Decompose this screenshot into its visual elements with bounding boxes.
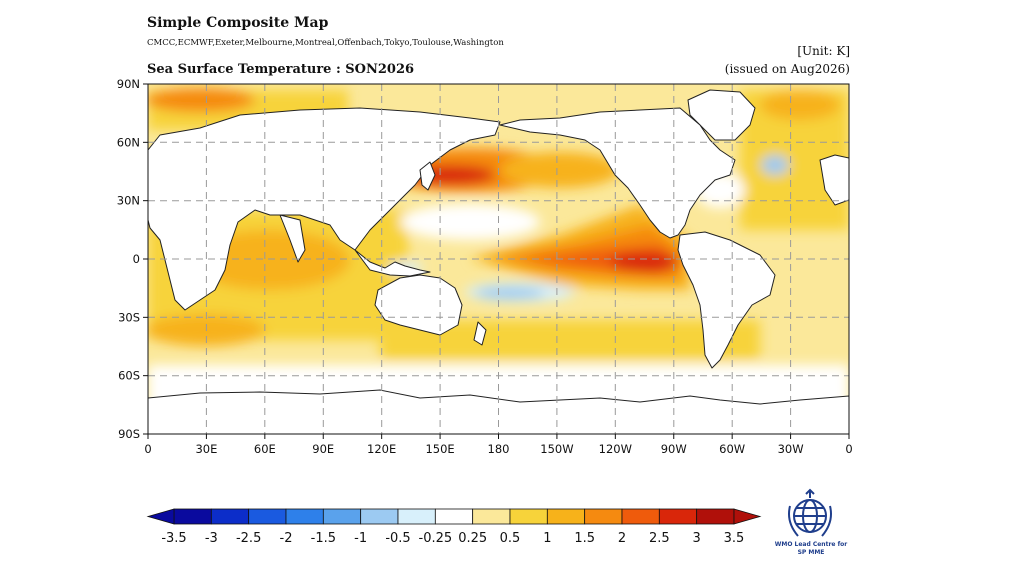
logo-caption-line2: SP MME	[797, 549, 825, 556]
colorbar-tick-label: 1	[543, 531, 551, 546]
map-title: Simple Composite Map	[147, 15, 329, 31]
colorbar-tick-label: -3.5	[161, 531, 186, 546]
colorbar-tick-label: -1.5	[311, 531, 336, 546]
colorbar-tick-label: 0.5	[500, 531, 521, 546]
colorbar-tick-label: 1.5	[574, 531, 595, 546]
lat-tick-label: 60N	[117, 135, 140, 149]
colorbar-swatch	[397, 508, 436, 525]
lon-tick-label: 60W	[719, 442, 745, 456]
colorbar-swatch	[696, 508, 735, 525]
colorbar-max-arrow	[733, 508, 762, 525]
contributing-centres: CMCC,ECMWF,Exeter,Melbourne,Montreal,Off…	[147, 38, 504, 48]
wmo-logo	[788, 488, 832, 537]
unit-label: [Unit: K]	[797, 44, 850, 58]
lat-tick-label: 90S	[118, 427, 140, 441]
lon-tick-label: 0	[144, 442, 151, 456]
longitude-axis: 0 30E 60E 90E 120E 150E 180 150W 120W 90W 60W 30W 0	[144, 434, 853, 456]
colorbar-swatch	[322, 508, 362, 525]
lat-tick-label: 60S	[118, 369, 140, 383]
lon-tick-label: 90E	[312, 442, 334, 456]
colorbar-min-arrow	[146, 508, 175, 525]
map-subtitle: Sea Surface Temperature : SON2026	[147, 62, 415, 77]
colorbar-swatch	[248, 508, 287, 525]
colorbar-swatch	[509, 508, 548, 525]
colorbar-tick-label: -3	[205, 531, 218, 546]
lon-tick-label: 30E	[195, 442, 217, 456]
colorbar-swatch	[658, 508, 698, 525]
latitude-axis: 90N 60N 30N 0 30S 60S 90S	[117, 77, 148, 441]
lon-tick-label: 180	[488, 442, 510, 456]
lon-tick-label: 60E	[254, 442, 276, 456]
lon-tick-label: 150W	[540, 442, 573, 456]
colorbar-swatch	[360, 508, 399, 525]
colorbar-swatches	[146, 508, 762, 525]
lon-tick-label: 120E	[367, 442, 396, 456]
colorbar-swatch	[285, 508, 324, 525]
colorbar-tick-label: 3	[693, 531, 701, 546]
anomaly-field	[148, 84, 849, 434]
lat-tick-label: 30S	[118, 310, 140, 324]
lon-tick-label: 30W	[778, 442, 804, 456]
logo-caption-line1: WMO Lead Centre for	[774, 541, 848, 548]
lon-tick-label: 0	[845, 442, 852, 456]
colorbar-swatch	[434, 508, 474, 525]
colorbar-tick-label: 2.5	[649, 531, 670, 546]
colorbar-tick-label: 2	[618, 531, 626, 546]
graticule	[148, 84, 849, 434]
colorbar-tick-label: 3.5	[724, 531, 745, 546]
colorbar-tick-label: -1	[354, 531, 367, 546]
colorbar-tick-labels: -3.5 -3 -2.5 -2 -1.5 -1 -0.5 -0.25 0.25 0.5 1 1.5 2 2…	[161, 531, 744, 546]
lon-tick-label: 120W	[599, 442, 632, 456]
lat-tick-label: 90N	[117, 77, 140, 91]
lon-tick-label: 150E	[425, 442, 454, 456]
sst-anomaly-map: 90N 60N 30N 0 30S 60S 90S 0 30E 60E 90E 120E 150E 18…	[117, 77, 853, 456]
colorbar-swatch	[210, 508, 250, 525]
colorbar-tick-label: -2	[280, 531, 293, 546]
colorbar-tick-label: 0.25	[458, 531, 487, 546]
colorbar-tick-label: -0.25	[419, 531, 453, 546]
colorbar-swatch	[584, 508, 623, 525]
colorbar-swatch	[472, 508, 511, 525]
colorbar-swatch	[173, 508, 212, 525]
colorbar-swatch	[621, 508, 660, 525]
issued-date: (issued on Aug2026)	[724, 62, 850, 76]
lat-tick-label: 30N	[117, 194, 140, 208]
colorbar-swatch	[546, 508, 586, 525]
lon-tick-label: 90W	[661, 442, 687, 456]
lat-tick-label: 0	[133, 252, 140, 266]
colorbar-tick-label: -0.5	[385, 531, 410, 546]
colorbar-tick-label: -2.5	[236, 531, 261, 546]
